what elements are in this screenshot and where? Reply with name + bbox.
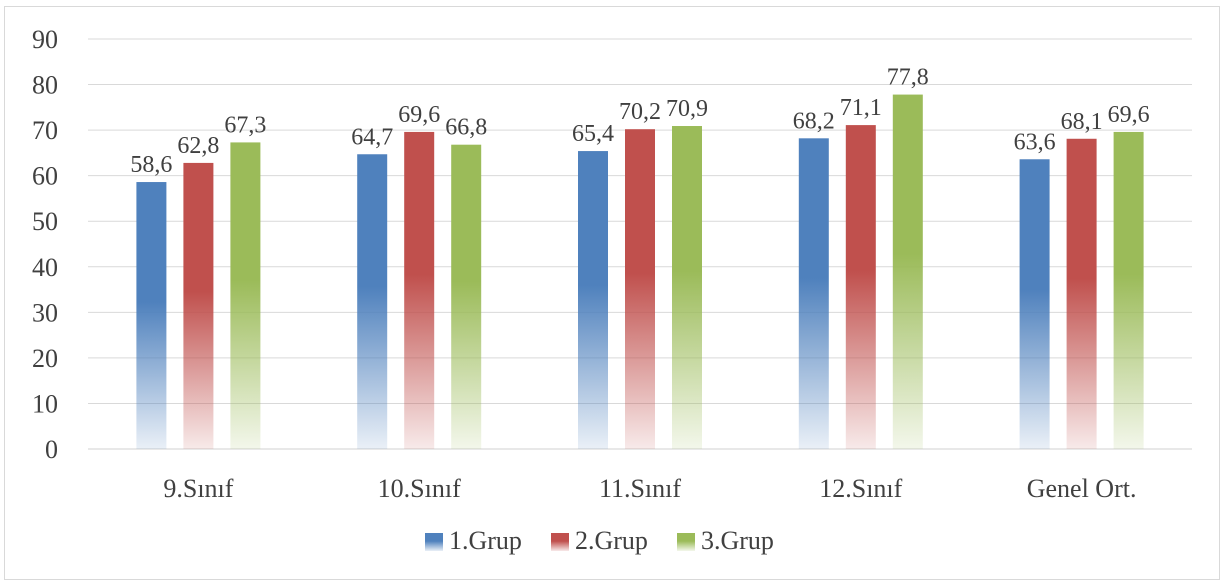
bar-1.Grup <box>578 151 608 450</box>
x-tick-label: 11.Sınıf <box>599 474 681 503</box>
y-tick-label: 40 <box>32 253 58 282</box>
data-label: 69,6 <box>398 102 440 128</box>
legend-swatch <box>425 533 443 551</box>
bar-1.Grup <box>136 182 167 450</box>
data-label: 68,1 <box>1061 109 1103 135</box>
legend-swatch <box>551 533 569 551</box>
legend-label: 3.Grup <box>701 526 774 555</box>
y-tick-label: 30 <box>32 298 58 327</box>
bar-1.Grup <box>357 154 388 449</box>
data-label: 67,3 <box>224 112 266 138</box>
bar-3.Grup <box>230 142 261 449</box>
y-tick-label: 60 <box>32 162 58 191</box>
bar-2.Grup <box>845 125 876 449</box>
data-label: 69,6 <box>1108 102 1150 128</box>
bar-3.Grup <box>672 126 702 449</box>
y-axis-ticks: 0 10 20 30 40 50 60 70 80 90 <box>32 25 58 464</box>
data-label: 77,8 <box>887 65 929 91</box>
legend-item: 3.Grup <box>677 526 774 555</box>
x-tick-label: 12.Sınıf <box>819 474 902 503</box>
legend: 1.Grup 2.Grup 3.Grup <box>425 526 774 555</box>
y-tick-label: 90 <box>32 25 58 54</box>
bar-2.Grup <box>404 131 435 449</box>
data-label: 71,1 <box>840 95 882 121</box>
legend-label: 1.Grup <box>449 526 522 555</box>
legend-swatch <box>677 533 695 551</box>
bar-1.Grup <box>798 138 829 450</box>
y-tick-label: 10 <box>32 389 58 418</box>
x-axis-ticks: 9.Sınıf 10.Sınıf 11.Sınıf 12.Sınıf Genel Ort… <box>163 474 1136 503</box>
y-tick-label: 0 <box>45 435 58 464</box>
legend-label: 2.Grup <box>575 526 648 555</box>
data-label: 58,6 <box>130 152 172 178</box>
y-tick-label: 20 <box>32 344 58 373</box>
data-label: 68,2 <box>793 108 835 134</box>
y-tick-label: 50 <box>32 207 58 236</box>
data-label: 66,8 <box>445 115 487 141</box>
x-tick-label: 9.Sınıf <box>163 474 233 503</box>
bar-1.Grup <box>1019 159 1050 449</box>
data-labels: 58,662,867,3 64,769,6 66,8 65,470,2 70,9 68,2… <box>130 65 1149 178</box>
data-label: 64,7 <box>351 124 393 150</box>
legend-item: 2.Grup <box>551 526 648 555</box>
x-tick-label: Genel Ort. <box>1027 474 1137 503</box>
bar-3.Grup <box>892 94 923 450</box>
gridlines <box>88 38 1192 450</box>
bar-2.Grup <box>625 129 655 449</box>
y-tick-label: 80 <box>32 71 58 100</box>
bar-3.Grup <box>451 144 482 449</box>
data-label: 63,6 <box>1014 129 1056 155</box>
data-label: 70,2 <box>619 99 661 125</box>
y-tick-label: 70 <box>32 116 58 145</box>
legend-item: 1.Grup <box>425 526 522 555</box>
bar-3.Grup <box>1113 131 1144 449</box>
bar-2.Grup <box>1066 138 1097 449</box>
x-tick-label: 10.Sınıf <box>378 474 461 503</box>
bar-2.Grup <box>183 162 214 449</box>
bars <box>136 94 1144 450</box>
data-label: 70,9 <box>666 96 708 122</box>
data-label: 62,8 <box>177 133 219 159</box>
data-label: 65,4 <box>572 121 614 147</box>
